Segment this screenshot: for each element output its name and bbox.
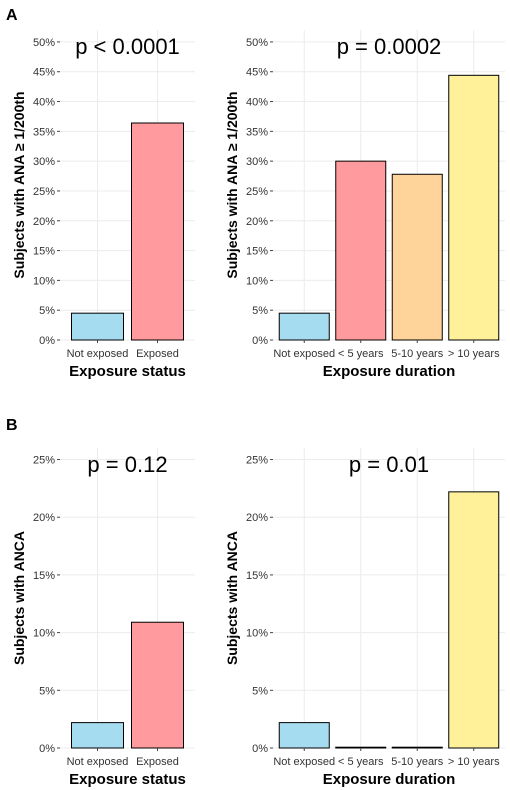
y-tick-label: 40% bbox=[246, 97, 268, 109]
y-tick-label: 50% bbox=[33, 37, 55, 49]
bar-not-exposed bbox=[278, 312, 330, 341]
p-value-annotation: p < 0.0001 bbox=[75, 34, 180, 59]
y-tick-label: 5% bbox=[252, 685, 268, 697]
y-axis-label: Subjects with ANCA bbox=[11, 531, 27, 665]
bar-exposed bbox=[131, 621, 184, 749]
y-tick-label: 15% bbox=[246, 570, 268, 582]
bar-10-years bbox=[448, 74, 500, 341]
panel-label-a: A bbox=[6, 7, 18, 24]
chart-anca-exposure-status: 0% 5% 10% 15% 20% 25% Not exposed Exposed Exposu… bbox=[11, 448, 195, 788]
x-tick-label: 5-10 years bbox=[391, 756, 443, 768]
bar-exposed bbox=[131, 122, 184, 341]
x-axis-label: Exposure duration bbox=[323, 771, 456, 788]
y-tick-label: 10% bbox=[33, 628, 55, 640]
x-tick-label: Not exposed bbox=[273, 756, 335, 768]
chart-ana-exposure-duration: 0% 5% 10% 15% 20% 25% 30% 35% 40% 45% 50% Not expos… bbox=[224, 30, 505, 380]
chart-anca-exposure-duration: 0% 5% 10% 15% 20% 25% Not exposed < 5 years 5-10… bbox=[224, 448, 505, 788]
y-tick-label: 50% bbox=[246, 37, 268, 49]
bar-5-10-years bbox=[391, 173, 443, 341]
y-tick-label: 35% bbox=[33, 126, 55, 138]
y-tick-label: 45% bbox=[33, 67, 55, 79]
y-tick-label: 5% bbox=[252, 305, 268, 317]
x-tick-label: Not exposed bbox=[67, 756, 129, 768]
bar-not-exposed bbox=[71, 312, 124, 341]
y-tick-label: 45% bbox=[246, 67, 268, 79]
y-tick-label: 0% bbox=[39, 743, 55, 755]
y-tick-label: 25% bbox=[246, 186, 268, 198]
x-tick-label: Not exposed bbox=[67, 348, 129, 360]
y-tick-label: 5% bbox=[39, 685, 55, 697]
y-tick-label: 0% bbox=[252, 335, 268, 347]
x-tick-label: < 5 years bbox=[338, 756, 384, 768]
y-axis-label: Subjects with ANA ≥ 1/200th bbox=[224, 91, 240, 278]
y-tick-label: 20% bbox=[33, 216, 55, 228]
y-tick-label: 10% bbox=[246, 275, 268, 287]
x-tick-label: < 5 years bbox=[338, 348, 384, 360]
y-tick-label: 25% bbox=[33, 455, 55, 467]
y-tick-label: 40% bbox=[33, 97, 55, 109]
x-tick-label: Exposed bbox=[136, 756, 179, 768]
y-tick-label: 0% bbox=[39, 335, 55, 347]
y-tick-label: 20% bbox=[33, 512, 55, 524]
p-value-annotation: p = 0.0002 bbox=[337, 34, 442, 59]
y-tick-label: 30% bbox=[246, 156, 268, 168]
y-tick-label: 30% bbox=[33, 156, 55, 168]
y-tick-label: 20% bbox=[246, 512, 268, 524]
chart-ana-exposure-status: 0% 5% 10% 15% 20% 25% 30% 35% 40% 45% 50% Not expos… bbox=[11, 30, 195, 380]
x-axis-label: Exposure status bbox=[69, 363, 186, 380]
y-tick-label: 15% bbox=[33, 246, 55, 258]
bar-5-years bbox=[335, 160, 387, 341]
x-axis-label: Exposure status bbox=[69, 771, 186, 788]
panel-label-b: B bbox=[6, 417, 18, 434]
y-axis-label: Subjects with ANCA bbox=[224, 531, 240, 665]
bar-5-years bbox=[335, 746, 387, 749]
y-tick-label: 10% bbox=[33, 275, 55, 287]
bar-not-exposed bbox=[71, 722, 124, 749]
y-tick-label: 10% bbox=[246, 628, 268, 640]
p-value-annotation: p = 0.01 bbox=[349, 452, 429, 477]
p-value-annotation: p = 0.12 bbox=[87, 452, 167, 477]
x-tick-label: Exposed bbox=[136, 348, 179, 360]
y-axis-label: Subjects with ANA ≥ 1/200th bbox=[11, 91, 27, 278]
y-tick-label: 35% bbox=[246, 126, 268, 138]
x-tick-label: Not exposed bbox=[273, 348, 335, 360]
y-tick-label: 5% bbox=[39, 305, 55, 317]
y-tick-label: 15% bbox=[33, 570, 55, 582]
y-tick-label: 20% bbox=[246, 216, 268, 228]
y-tick-label: 15% bbox=[246, 246, 268, 258]
x-axis-label: Exposure duration bbox=[323, 363, 456, 380]
bar-10-years bbox=[448, 491, 500, 749]
bar-5-10-years bbox=[391, 746, 443, 749]
y-tick-label: 0% bbox=[252, 743, 268, 755]
y-tick-label: 25% bbox=[246, 455, 268, 467]
x-tick-label: > 10 years bbox=[448, 348, 500, 360]
y-tick-label: 25% bbox=[33, 186, 55, 198]
x-tick-label: > 10 years bbox=[448, 756, 500, 768]
x-tick-label: 5-10 years bbox=[391, 348, 443, 360]
bar-not-exposed bbox=[278, 722, 330, 749]
